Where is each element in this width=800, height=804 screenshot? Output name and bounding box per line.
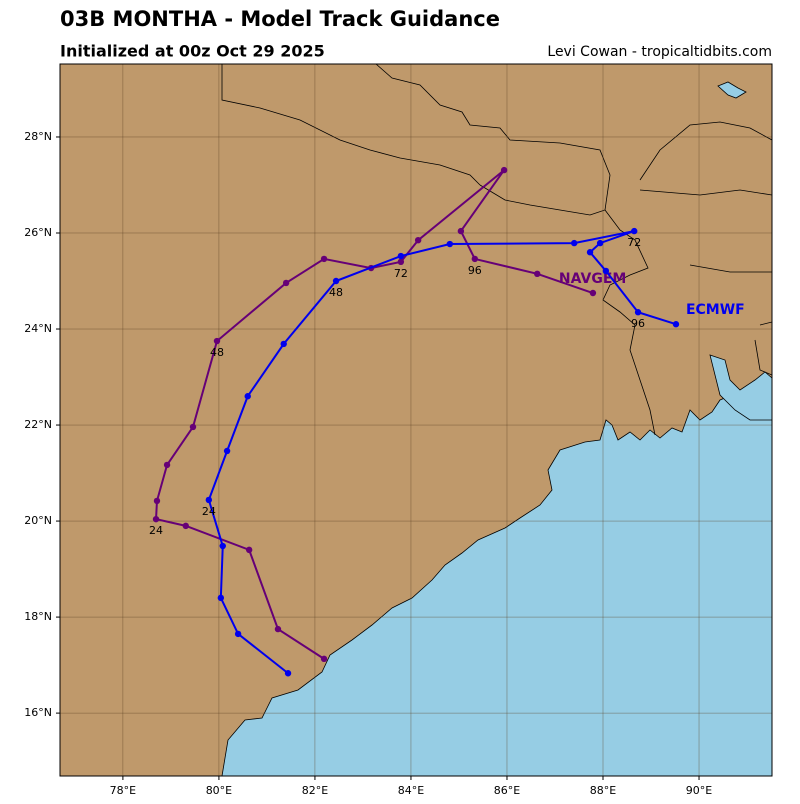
track-point [602,267,610,275]
track-point [219,542,226,550]
borders [221,64,772,436]
track-point [244,393,251,400]
track-point [223,447,231,455]
lake [717,81,747,99]
track-point [471,255,479,263]
hour-label: 48 [329,286,343,299]
x-tick-label: 80°E [206,784,232,797]
grid [60,64,772,776]
track-point [282,279,290,287]
sea [221,384,772,776]
track-point [280,340,287,348]
track-point [284,670,292,677]
track-point [500,166,508,174]
track-point [397,252,405,260]
x-tick-label: 90°E [686,784,712,797]
track-point [213,337,221,345]
basemap [60,64,772,776]
track-point [634,309,642,316]
chart-title: 03B MONTHA - Model Track Guidance [60,7,500,31]
track-point [570,239,578,247]
x-tick-label: 84°E [398,784,424,797]
x-tick-label: 86°E [494,784,520,797]
track-point [245,546,253,554]
track-point [205,496,213,504]
track-point [397,258,405,266]
y-tick-label: 18°N [24,610,52,623]
hour-label: 96 [468,264,482,277]
hour-label: 24 [149,524,163,537]
x-tick-label: 88°E [590,784,616,797]
y-tick-label: 24°N [24,322,52,335]
track-point [189,423,197,431]
y-tick-label: 16°N [24,706,52,719]
track-point [182,522,189,530]
sea-inlet [709,354,772,421]
track-point [153,497,161,505]
track-point [332,277,340,285]
track-point [586,249,594,256]
x-tick-label: 78°E [110,784,136,797]
hour-label: 96 [631,317,645,330]
track-point [589,289,597,297]
track-point [446,240,454,248]
y-tick-label: 28°N [24,130,52,143]
track-point [217,594,225,602]
track-point [631,227,638,235]
plot-frame [59,63,773,777]
track-point [234,630,242,638]
x-tick-label: 82°E [302,784,328,797]
track-point [152,515,160,523]
track-point [163,461,171,469]
hour-label: 24 [202,505,216,518]
track-point [320,655,328,663]
track-point [414,236,422,244]
track-line [207,230,677,675]
track-point [672,321,680,328]
track-point [457,227,465,235]
y-tick-label: 26°N [24,226,52,239]
track-point [596,239,604,247]
chart-subtitle: Initialized at 00z Oct 29 2025 [60,42,325,61]
track-point [274,625,282,633]
track-point [534,270,541,278]
track-point [320,255,328,263]
credit: Levi Cowan - tropicaltidbits.com [547,44,772,60]
y-tick-label: 22°N [24,418,52,431]
hour-label: 72 [627,236,641,249]
hour-label: 48 [210,346,224,359]
y-tick-label: 20°N [24,514,52,527]
series-name: ECMWF [686,302,745,318]
hour-label: 72 [394,267,408,280]
